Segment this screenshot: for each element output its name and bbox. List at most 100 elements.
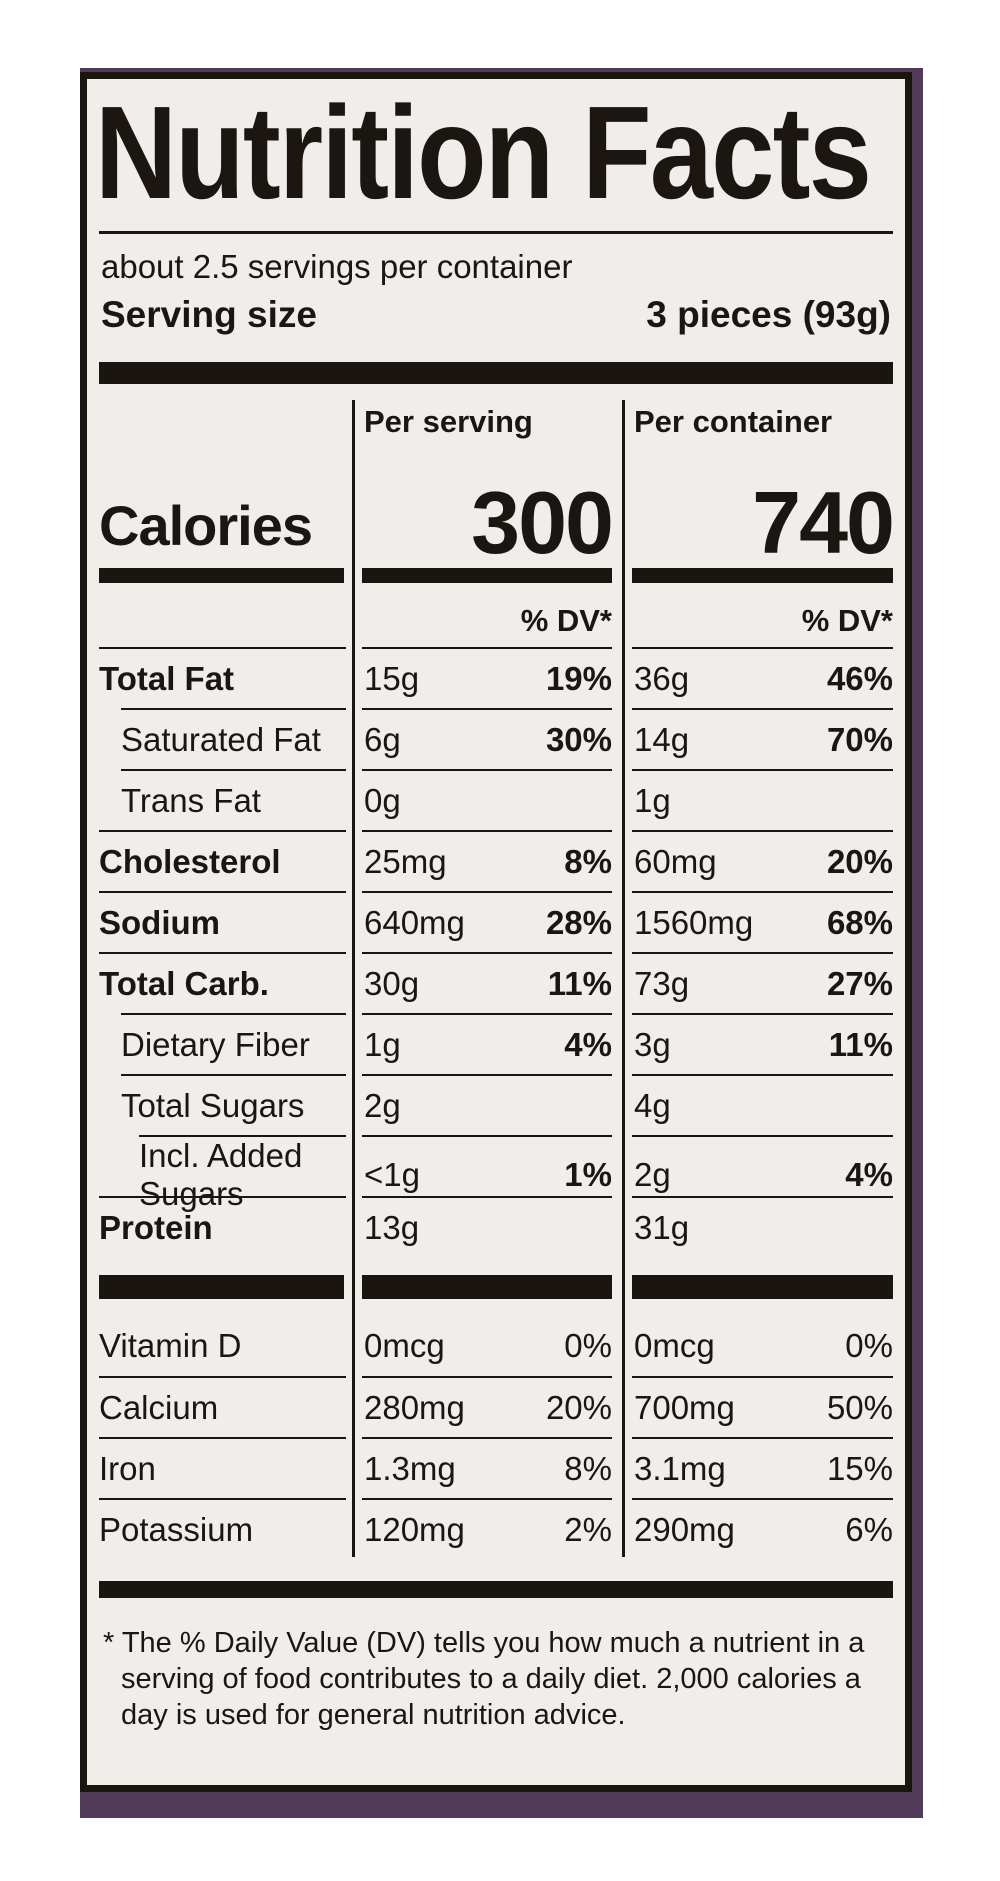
per-container-amount: 2g — [634, 1156, 671, 1193]
nutrient-name: Potassium — [99, 1510, 254, 1548]
per-container-dv: 0% — [845, 1326, 893, 1364]
per-container-dv: 6% — [845, 1510, 893, 1548]
nutrient-row: Trans Fat 0g 1g — [87, 769, 905, 830]
per-container-amount: 290mg — [634, 1510, 735, 1548]
protein-separator-bars — [87, 1257, 905, 1299]
per-container-amount: 31g — [634, 1208, 690, 1246]
per-serving-amount: 280mg — [364, 1388, 465, 1426]
calories-underline-bars — [87, 562, 905, 583]
per-container-dv: 20% — [826, 842, 893, 880]
per-serving-dv: 0% — [564, 1326, 612, 1364]
bar-segment — [362, 1275, 612, 1299]
section-bar-top — [99, 362, 893, 384]
calories-per-serving-col: Per serving 300 — [354, 394, 624, 566]
servings-per-container: about 2.5 servings per container — [101, 248, 573, 285]
nutrient-row: Saturated Fat 6g 30% 14g 70% — [87, 708, 905, 769]
nutrient-name: Calcium — [99, 1388, 219, 1426]
calories-per-container-value: 740 — [752, 472, 895, 572]
per-serving-dv: 11% — [547, 964, 612, 1002]
bar-segment — [362, 568, 612, 583]
per-serving-amount: 0g — [364, 781, 401, 819]
nutrient-row: Sodium 640mg 28% 1560mg 68% — [87, 891, 905, 952]
nutrient-name: Total Sugars — [121, 1086, 305, 1124]
package-background: Nutrition Facts about 2.5 servings per c… — [80, 68, 923, 1818]
per-container-amount: 14g — [634, 720, 690, 758]
serving-size-row: Serving size 3 pieces (93g) — [101, 294, 891, 336]
per-container-dv: 4% — [845, 1156, 893, 1193]
per-serving-dv: 28% — [545, 903, 612, 941]
nutrient-row: Total Carb. 30g 11% 73g 27% — [87, 952, 905, 1013]
nutrient-name: Dietary Fiber — [121, 1025, 310, 1063]
per-container-dv: 70% — [826, 720, 893, 758]
nutrition-facts-label: Nutrition Facts about 2.5 servings per c… — [80, 72, 912, 1792]
per-serving-amount: 6g — [364, 720, 401, 758]
per-serving-amount: 1.3mg — [364, 1449, 456, 1487]
nutrient-name: Cholesterol — [99, 842, 281, 880]
per-container-amount: 3g — [634, 1025, 671, 1063]
per-serving-dv: 30% — [545, 720, 612, 758]
per-serving-amount: 30g — [364, 964, 420, 1002]
per-container-amount: 0mcg — [634, 1326, 715, 1364]
bar-segment — [632, 1275, 893, 1299]
column-divider-2 — [622, 400, 625, 1557]
serving-size-value: 3 pieces (93g) — [646, 294, 891, 335]
per-container-amount: 60mg — [634, 842, 717, 880]
per-serving-header: Per serving — [364, 404, 533, 439]
per-serving-amount: 1g — [364, 1025, 401, 1063]
nutrient-row: Incl. Added Sugars <1g 1% 2g 4% — [87, 1135, 905, 1212]
nutrient-row: Iron 1.3mg 8% 3.1mg 15% — [87, 1437, 905, 1498]
per-serving-amount: <1g — [364, 1156, 420, 1193]
bar-segment — [99, 568, 344, 583]
nutrient-table: Calories Per serving 300 Per container 7… — [87, 394, 905, 1559]
section-bar-bottom — [99, 1581, 893, 1598]
per-serving-amount: 0mcg — [364, 1326, 445, 1364]
per-container-dv: 11% — [828, 1025, 893, 1063]
nutrient-row: Dietary Fiber 1g 4% 3g 11% — [87, 1013, 905, 1074]
nutrient-name: Protein — [99, 1208, 213, 1246]
nutrient-row: Total Sugars 2g 4g — [87, 1074, 905, 1135]
per-serving-dv: 2% — [564, 1510, 612, 1548]
nutrient-name: Sodium — [99, 903, 220, 941]
per-serving-dv: 8% — [564, 842, 612, 880]
label-title: Nutrition Facts — [95, 79, 872, 226]
nutrient-name: Incl. Added Sugars — [139, 1137, 303, 1212]
per-container-amount: 73g — [634, 964, 690, 1002]
per-serving-dv: 8% — [564, 1449, 612, 1487]
per-serving-amount: 2g — [364, 1086, 401, 1124]
per-serving-dv: 20% — [545, 1388, 612, 1426]
nutrient-row: Vitamin D 0mcg 0% 0mcg 0% — [87, 1315, 905, 1376]
per-container-header: Per container — [634, 404, 833, 439]
per-container-amount: 1560mg — [634, 903, 754, 941]
per-serving-amount: 15g — [364, 659, 420, 697]
per-container-amount: 36g — [634, 659, 690, 697]
macro-rows: Total Fat 15g 19% 36g 46% Saturated Fat … — [87, 647, 905, 1257]
nutrient-name: Total Carb. — [99, 964, 269, 1002]
per-serving-dv: 1% — [564, 1156, 612, 1193]
per-serving-amount: 13g — [364, 1208, 420, 1246]
nutrient-row: Potassium 120mg 2% 290mg 6% — [87, 1498, 905, 1559]
per-serving-amount: 120mg — [364, 1510, 465, 1548]
nutrient-row: Cholesterol 25mg 8% 60mg 20% — [87, 830, 905, 891]
per-container-amount: 1g — [634, 781, 671, 819]
nutrient-row: Protein 13g 31g — [87, 1196, 905, 1257]
per-container-dv: 50% — [826, 1388, 893, 1426]
nutrient-name: Iron — [99, 1449, 156, 1487]
per-container-dv: 68% — [826, 903, 893, 941]
nutrient-name: Trans Fat — [121, 781, 261, 819]
bar-segment — [99, 1275, 344, 1299]
bar-segment — [632, 568, 893, 583]
per-container-dv: 27% — [826, 964, 893, 1002]
calories-per-container-col: Per container 740 — [624, 394, 905, 572]
column-divider-1 — [352, 400, 355, 1557]
nutrient-name: Saturated Fat — [121, 720, 321, 758]
per-serving-amount: 25mg — [364, 842, 447, 880]
per-serving-amount: 640mg — [364, 903, 465, 941]
per-container-amount: 700mg — [634, 1388, 735, 1426]
dv-footnote: * The % Daily Value (DV) tells you how m… — [103, 1627, 865, 1731]
serving-size-label: Serving size — [101, 294, 317, 335]
calories-block: Calories Per serving 300 Per container 7… — [87, 394, 905, 572]
nutrient-name: Total Fat — [99, 659, 235, 697]
per-container-dv: 46% — [826, 659, 893, 697]
calories-label: Calories — [99, 494, 313, 557]
dv-header-serving: % DV* — [520, 603, 612, 638]
